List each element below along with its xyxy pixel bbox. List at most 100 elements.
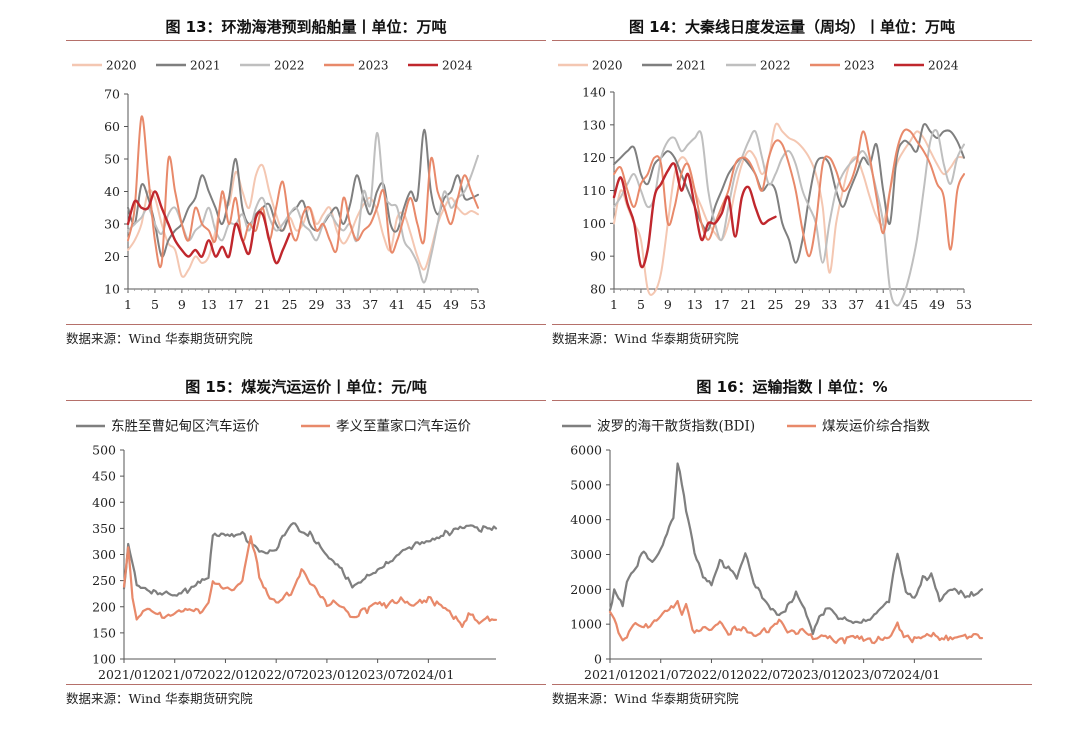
x-tick-label: 2022/01 xyxy=(199,667,251,682)
series-line-2023 xyxy=(127,115,479,269)
legend-item: 2021 xyxy=(156,59,221,73)
y-tick-label: 300 xyxy=(92,547,116,562)
chart-title: 图 16：运输指数丨单位：% xyxy=(696,378,888,396)
x-tick-label: 2024/01 xyxy=(888,667,940,682)
y-tick-label: 5000 xyxy=(570,477,602,492)
legend-item: 2024 xyxy=(408,59,473,73)
legend-label: 波罗的海干散货指数(BDI) xyxy=(597,418,755,435)
series-line-2020 xyxy=(613,122,965,296)
y-tick-label: 120 xyxy=(582,150,606,165)
y-tick-label: 30 xyxy=(104,217,120,232)
y-tick-label: 10 xyxy=(104,282,120,297)
source-rule xyxy=(552,684,1032,685)
x-tick-label: 25 xyxy=(282,297,298,312)
y-tick-label: 3000 xyxy=(570,547,602,562)
y-tick-label: 4000 xyxy=(570,512,602,527)
x-tick-label: 45 xyxy=(902,297,918,312)
x-tick-label: 21 xyxy=(255,297,271,312)
x-tick-label: 37 xyxy=(362,297,378,312)
source-note: 数据来源：Wind 华泰期货研究院 xyxy=(66,691,253,706)
y-tick-label: 500 xyxy=(92,443,116,458)
series-line-2023 xyxy=(613,128,965,258)
legend: 2020 2021 2022 2023 2024 xyxy=(72,59,473,73)
chart-title: 图 13：环渤海港预到船舶量丨单位：万吨 xyxy=(165,18,447,36)
title-rule xyxy=(552,400,1032,401)
chart-fig15: 东胜至曹妃甸区汽车运价 孝义至董家口汽车运价 100 150 200 250 300 350 4… xyxy=(76,418,498,682)
y-tick-label: 90 xyxy=(590,249,606,264)
legend-label: 东胜至曹妃甸区汽车运价 xyxy=(111,418,260,435)
x-tick-label: 13 xyxy=(201,297,217,312)
legend-label: 2023 xyxy=(358,59,389,73)
legend-item: 2020 xyxy=(558,59,623,73)
axes: 100 150 200 250 300 350 400 450 500 2021/012021/0… xyxy=(92,443,496,682)
x-tick-label: 37 xyxy=(848,297,864,312)
x-tick-label: 53 xyxy=(956,297,972,312)
y-tick-label: 6000 xyxy=(570,443,602,458)
y-tick-label: 70 xyxy=(104,87,120,102)
x-tick-label: 1 xyxy=(124,297,132,312)
x-tick-label: 9 xyxy=(664,297,672,312)
legend-item: 2022 xyxy=(726,59,791,73)
legend-label: 2024 xyxy=(928,59,959,73)
series-line-2022 xyxy=(127,131,479,284)
legend-item: 东胜至曹妃甸区汽车运价 xyxy=(76,418,260,435)
x-tick-label: 53 xyxy=(470,297,486,312)
legend-label: 2022 xyxy=(274,59,305,73)
legend: 2020 2021 2022 2023 2024 xyxy=(558,59,959,73)
legend: 东胜至曹妃甸区汽车运价 孝义至董家口汽车运价 xyxy=(76,418,471,435)
source-rule xyxy=(66,324,546,325)
x-tick-label: 29 xyxy=(309,297,325,312)
series-line-波罗的海干散货指数(BDI) xyxy=(608,462,984,636)
series-line-孝义至董家口汽车运价 xyxy=(122,535,498,628)
x-tick-label: 5 xyxy=(637,297,645,312)
x-tick-label: 29 xyxy=(795,297,811,312)
legend-label: 孝义至董家口汽车运价 xyxy=(336,418,471,435)
axes: 01000200030004000500060002021/012021/072… xyxy=(570,443,982,682)
x-tick-label: 17 xyxy=(714,297,730,312)
x-tick-label: 2021/07 xyxy=(149,667,201,682)
y-tick-label: 200 xyxy=(92,599,116,614)
title-rule xyxy=(66,40,546,41)
legend-label: 煤炭运价综合指数 xyxy=(822,419,930,435)
title-rule xyxy=(552,40,1032,41)
legend-label: 2020 xyxy=(592,59,623,73)
chart-panel-fig13: 图 13：环渤海港预到船舶量丨单位：万吨 2020 2021 2022 2023 202… xyxy=(66,10,546,360)
chart-title: 图 15：煤炭汽运运价丨单位：元/吨 xyxy=(185,378,427,396)
y-tick-label: 80 xyxy=(590,282,606,297)
x-tick-label: 2023/01 xyxy=(301,667,353,682)
x-tick-label: 2023/07 xyxy=(838,667,890,682)
legend-item: 2021 xyxy=(642,59,707,73)
legend-item: 2020 xyxy=(72,59,137,73)
x-tick-label: 17 xyxy=(228,297,244,312)
chart-fig14: 2020 2021 2022 2023 2024 80 90 100 110 120 130 140 1… xyxy=(558,59,972,312)
y-tick-label: 1000 xyxy=(570,617,602,632)
x-tick-label: 9 xyxy=(178,297,186,312)
x-tick-label: 2022/07 xyxy=(736,667,788,682)
x-tick-label: 49 xyxy=(443,297,459,312)
series-line-2021 xyxy=(613,123,965,264)
y-tick-label: 150 xyxy=(92,625,116,640)
y-tick-label: 140 xyxy=(582,85,606,100)
y-tick-label: 60 xyxy=(104,119,120,134)
legend-item: 2023 xyxy=(810,59,875,73)
legend-label: 2021 xyxy=(676,59,707,73)
series-line-2022 xyxy=(613,128,965,307)
legend-item: 2024 xyxy=(894,59,959,73)
legend-item: 孝义至董家口汽车运价 xyxy=(301,418,471,435)
x-tick-label: 13 xyxy=(687,297,703,312)
x-tick-label: 49 xyxy=(929,297,945,312)
title-rule xyxy=(66,400,546,401)
x-tick-label: 21 xyxy=(741,297,757,312)
series-line-东胜至曹妃甸区汽车运价 xyxy=(122,522,498,597)
x-tick-label: 2024/01 xyxy=(402,667,454,682)
legend: 波罗的海干散货指数(BDI) 煤炭运价综合指数 xyxy=(562,418,930,435)
y-tick-label: 450 xyxy=(92,469,116,484)
x-tick-label: 2023/07 xyxy=(352,667,404,682)
y-tick-label: 20 xyxy=(104,249,120,264)
legend-label: 2023 xyxy=(844,59,875,73)
series-line-煤炭运价综合指数 xyxy=(608,599,984,645)
x-tick-label: 45 xyxy=(416,297,432,312)
x-tick-label: 2022/07 xyxy=(250,667,302,682)
chart-panel-fig15: 图 15：煤炭汽运运价丨单位：元/吨 东胜至曹妃甸区汽车运价 孝义至董家口汽车运价… xyxy=(66,370,546,720)
